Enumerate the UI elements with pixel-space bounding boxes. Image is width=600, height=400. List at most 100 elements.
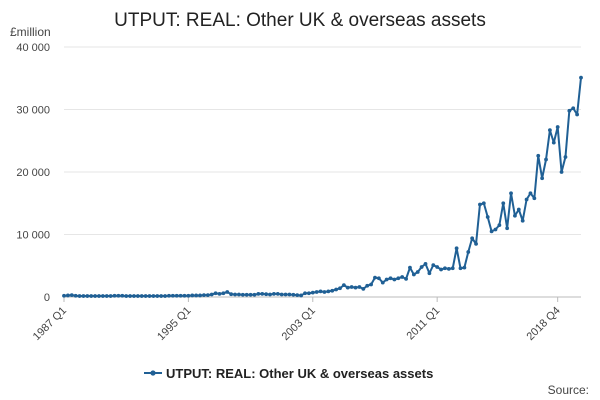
data-point: [353, 285, 358, 290]
y-axis-tick-labels: 0 10 000 20 000 30 000 40 000: [16, 42, 50, 304]
data-point: [454, 246, 459, 251]
data-point: [536, 153, 541, 158]
data-point: [474, 241, 478, 246]
data-point: [147, 294, 152, 298]
data-point: [462, 265, 467, 270]
data-point: [128, 294, 132, 298]
data-point: [100, 294, 105, 298]
data-point: [248, 292, 253, 297]
x-tick-label: 2011 Q1: [405, 305, 443, 343]
data-point: [303, 291, 307, 296]
data-point: [97, 294, 101, 298]
data-point: [579, 75, 583, 80]
data-point: [341, 283, 346, 288]
data-point: [237, 292, 241, 297]
data-point: [357, 285, 362, 289]
data-point: [93, 294, 97, 298]
legend: UTPUT: REAL: Other UK & overseas assets: [144, 366, 433, 381]
data-point: [478, 202, 482, 207]
data-point: [287, 292, 292, 297]
data-point: [548, 128, 552, 133]
data-point: [489, 229, 494, 234]
data-point: [361, 286, 366, 291]
data-point: [563, 155, 568, 159]
data-point: [306, 291, 311, 296]
data-point: [559, 170, 564, 174]
data-point: [555, 125, 560, 129]
data-point: [244, 292, 249, 297]
data-point: [167, 293, 171, 298]
data-point: [194, 293, 199, 298]
series-line: [63, 77, 582, 298]
data-point: [575, 112, 580, 117]
source-label: Source:: [548, 383, 589, 397]
y-axis-unit-label: £million: [10, 25, 51, 39]
data-point: [163, 294, 167, 298]
data-point: [505, 226, 510, 231]
x-tick-label: 2003 Q1: [280, 305, 318, 343]
data-point: [516, 207, 521, 212]
data-point: [240, 292, 245, 297]
data-point: [310, 290, 315, 295]
data-point: [369, 282, 373, 287]
data-point: [252, 292, 257, 297]
data-point: [470, 236, 475, 241]
data-point: [221, 291, 226, 296]
x-tick-label: 1995 Q1: [155, 305, 193, 343]
data-point: [264, 292, 269, 297]
data-point: [520, 218, 525, 223]
data-point: [415, 270, 420, 274]
data-point: [205, 293, 210, 298]
data-point: [116, 293, 121, 298]
data-point: [408, 265, 412, 270]
y-tick-label: 30 000: [16, 105, 50, 117]
data-point: [322, 290, 327, 294]
data-point: [209, 292, 214, 297]
data-point: [178, 293, 183, 298]
data-point: [275, 291, 280, 296]
data-point: [365, 283, 370, 288]
data-point: [62, 293, 66, 298]
data-point: [380, 280, 385, 285]
data-point: [135, 294, 140, 298]
data-point: [318, 289, 323, 294]
data-point: [89, 294, 94, 298]
data-point: [345, 285, 350, 290]
data-point: [443, 266, 447, 271]
data-point: [186, 293, 191, 298]
data-point: [509, 191, 513, 196]
x-axis-ticks: 1987 Q1 1995 Q1 2003 Q1 2011 Q1 2018 Q4: [31, 297, 563, 343]
data-point: [213, 291, 218, 296]
legend-label: UTPUT: REAL: Other UK & overseas assets: [166, 366, 433, 381]
data-point: [108, 294, 113, 298]
y-tick-label: 0: [44, 292, 50, 304]
x-tick-label: 2018 Q4: [524, 305, 562, 343]
data-point: [314, 290, 319, 294]
data-point: [388, 276, 393, 281]
data-point: [373, 275, 377, 280]
data-point: [450, 266, 455, 271]
data-point: [338, 286, 342, 291]
data-point: [139, 294, 144, 298]
y-tick-label: 40 000: [16, 42, 50, 54]
data-point: [567, 108, 572, 113]
data-point: [279, 292, 284, 297]
data-point: [182, 293, 187, 298]
data-point: [272, 291, 276, 296]
data-point: [159, 294, 164, 298]
data-point: [423, 261, 428, 266]
data-point: [384, 277, 389, 282]
data-point: [404, 276, 408, 281]
data-point: [544, 157, 548, 162]
data-point: [170, 293, 175, 298]
data-point: [120, 293, 125, 298]
data-point: [198, 293, 202, 298]
data-point: [124, 294, 129, 298]
data-point: [532, 196, 537, 201]
data-point: [427, 271, 432, 276]
data-point: [268, 292, 272, 297]
data-point: [392, 277, 397, 282]
data-point: [291, 292, 296, 297]
data-point: [217, 291, 222, 296]
data-point: [396, 276, 401, 281]
